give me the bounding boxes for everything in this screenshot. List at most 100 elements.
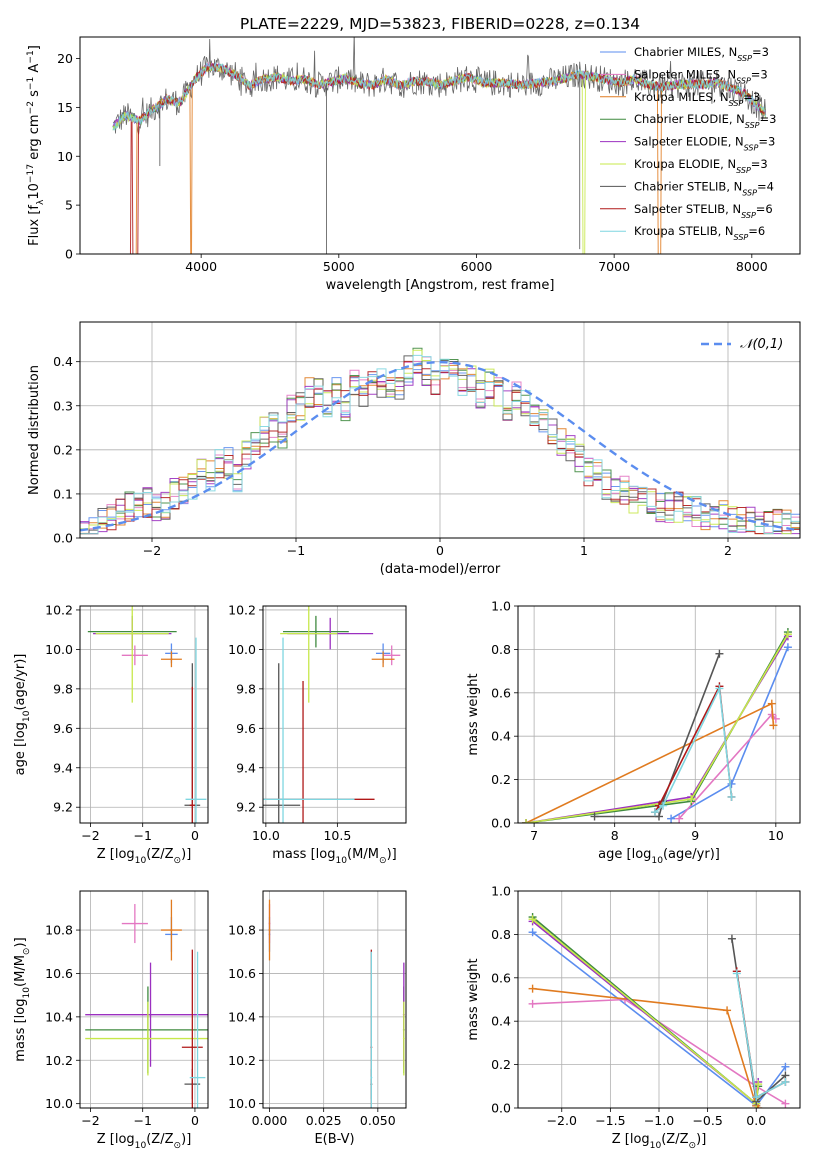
data-point: [402, 1037, 405, 1040]
x-tick-label: 0: [191, 1113, 199, 1128]
y-tick-label: 9.4: [236, 760, 256, 775]
y-tick-label: 0.6: [491, 685, 511, 700]
x-axis-label: age [log10(age/yr)]: [598, 847, 720, 866]
axes-frame: [79, 36, 801, 255]
x-tick-label: 0: [191, 828, 199, 843]
x-tick-label: −1: [287, 543, 305, 558]
axes-mass_vs_EBV: 0.000 0.025 0.050 10.0 10.2 10.4 10.6 10.8 E(B-V…: [228, 890, 407, 1147]
y-tick-label: 10.6: [45, 966, 73, 981]
x-tick-label: 0.0: [746, 1113, 766, 1128]
histogram-8: [80, 354, 800, 535]
data-point: [268, 929, 271, 932]
y-tick-label: 9.8: [53, 681, 73, 696]
x-tick-label: 0: [436, 543, 444, 558]
x-tick-label: 0.000: [252, 1113, 288, 1128]
plot-area: [522, 628, 792, 823]
plot-area: [112, 37, 767, 254]
y-tick-label: 9.2: [53, 800, 73, 815]
y-axis-label: Flux [fλ10−17 erg cm−2 s−1 A−1]: [26, 45, 46, 246]
y-tick-label: 10.4: [45, 1009, 73, 1024]
legend-label: Salpeter ELODIE, NSSP=3: [634, 135, 775, 153]
x-tick-label: 10.5: [323, 828, 351, 843]
y-tick-label: 10.0: [45, 642, 73, 657]
y-tick-label: 0.2: [53, 442, 73, 457]
y-axis-label: age [log10(age/yr)]: [13, 654, 32, 776]
y-tick-label: 0: [65, 247, 73, 262]
x-tick-label: 8000: [736, 259, 768, 274]
legend-label: Kroupa MILES, NSSP=3: [634, 90, 760, 108]
data-point: [194, 798, 197, 801]
plot-area: [80, 347, 800, 535]
data-point: [191, 804, 194, 807]
legend-residuals: 𝒩(0,1): [701, 337, 783, 352]
y-tick-label: 0.8: [491, 927, 511, 942]
x-tick-label: 10.0: [252, 828, 280, 843]
data-point: [196, 1076, 199, 1079]
y-tick-label: 0.8: [491, 642, 511, 657]
x-tick-label: 4000: [185, 259, 217, 274]
legend-label: Salpeter MILES, NSSP=3: [634, 67, 768, 85]
legend-spectrum: Chabrier MILES, NSSP=3 Salpeter MILES, NS…: [600, 45, 776, 242]
data-point: [282, 798, 285, 801]
data-point: [191, 1046, 194, 1049]
x-axis-label: Z [log10(Z/Z⊙)]: [97, 847, 192, 866]
x-tick-label: 2: [724, 543, 732, 558]
x-axis-label: (data-model)/error: [380, 562, 501, 577]
plot-area: [528, 913, 790, 1108]
legend-label: Salpeter STELIB, NSSP=6: [634, 202, 773, 220]
axes-weight_vs_Z: −2.0 −1.5 −1.0 −0.5 0.0 0.0 0.2 0.4 0.6 0.8 1.0 Z […: [466, 884, 801, 1151]
x-tick-label: 6000: [461, 259, 493, 274]
data-point: [133, 654, 136, 657]
axes-age_vs_mass: 10.0 10.5 9.2 9.4 9.6 9.8 10.0 10.2 mass [log10(…: [228, 602, 407, 866]
y-tick-label: 10.0: [45, 1096, 73, 1111]
data-point: [277, 804, 280, 807]
y-tick-label: 5: [65, 198, 73, 213]
spectrum-line-8: [112, 62, 767, 131]
data-point: [146, 1037, 149, 1040]
y-axis-label: mass weight: [466, 958, 481, 1040]
x-tick-label: 7: [530, 828, 538, 843]
plot-area: [268, 899, 405, 1108]
axes-frame: [517, 605, 801, 824]
x-tick-label: −1.0: [644, 1113, 674, 1128]
legend-label: 𝒩(0,1): [740, 337, 783, 352]
data-point: [314, 630, 317, 633]
data-point: [170, 658, 173, 661]
x-tick-label: −1.5: [595, 1113, 625, 1128]
y-tick-label: 0.3: [53, 398, 73, 413]
weight-line: [594, 653, 721, 818]
y-tick-label: 0.4: [491, 729, 511, 744]
x-tick-label: 5000: [323, 259, 355, 274]
x-tick-label: 0.025: [306, 1113, 342, 1128]
x-tick-label: −2.0: [547, 1113, 577, 1128]
y-tick-label: 9.6: [53, 721, 73, 736]
y-tick-label: 10.0: [228, 642, 256, 657]
data-point: [133, 922, 136, 925]
axes-frame: [262, 890, 407, 1109]
y-tick-label: 10: [57, 149, 73, 164]
y-tick-label: 15: [57, 100, 73, 115]
y-tick-label: 9.6: [236, 721, 256, 736]
y-tick-label: 10.6: [228, 966, 256, 981]
y-tick-label: 0.0: [53, 531, 73, 546]
y-axis-label: mass weight: [466, 673, 481, 755]
axes-frame: [79, 605, 209, 824]
x-tick-label: 7000: [598, 259, 630, 274]
x-tick-label: 9: [691, 828, 699, 843]
y-tick-label: 10.0: [228, 1096, 256, 1111]
axes-frame: [262, 605, 407, 824]
gaussian-reference: [80, 360, 800, 532]
y-tick-label: 0.2: [491, 772, 511, 787]
axes-frame: [517, 890, 801, 1109]
data-point: [370, 1076, 373, 1079]
legend-label: Kroupa ELODIE, NSSP=3: [634, 157, 768, 175]
axes-age_vs_Z: −2 −1 0 9.2 9.4 9.6 9.8 10.0 10.2 Z [log10(Z/Z⊙)]…: [13, 602, 209, 866]
y-tick-label: 10.2: [45, 1053, 73, 1068]
x-axis-label: mass [log10(M/M⊙)]: [272, 847, 396, 866]
y-tick-label: 20: [57, 51, 73, 66]
x-axis-label: wavelength [Angstrom, rest frame]: [326, 278, 555, 293]
axes-spectrum: 4000 5000 6000 7000 8000 0 5 10 15 20 wavelength […: [26, 36, 801, 293]
data-point: [307, 632, 310, 635]
